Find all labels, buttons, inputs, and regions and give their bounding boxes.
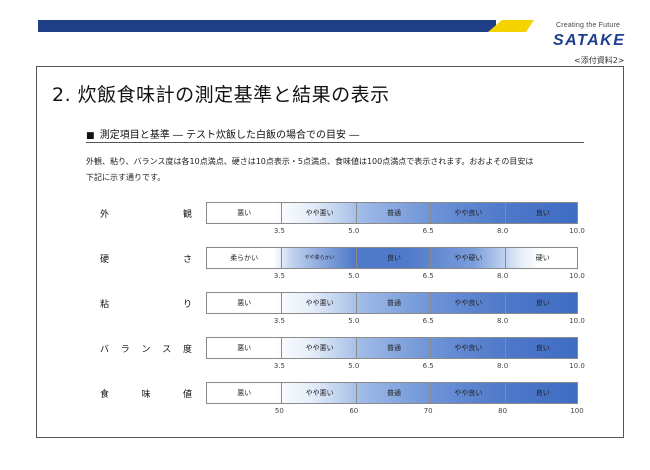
rating-segment: 良い [504,338,580,358]
row-label-char: 度 [182,344,192,355]
rating-segment: やや悪い [281,383,356,403]
scale-tick-label: 10.0 [569,272,585,280]
rating-segment: 悪い [237,209,252,217]
rating-segment: 普通 [355,383,431,403]
scale-tick-label: 5.0 [348,227,360,235]
section-heading: ■ 測定項目と基準 ― テスト炊飯した白飯の場合での目安 ― [86,126,359,141]
rating-segment: 硬い [504,248,580,268]
scale-tick-label: 100 [570,407,584,415]
rating-segment: 普通 [355,203,431,223]
header-yellow-accent [488,20,534,32]
square-bullet-icon: ■ [86,131,95,141]
scale-tick-label: 8.0 [497,272,509,280]
row-label: 硬さ [100,249,192,267]
row-label-char: 値 [182,389,192,400]
row-label-char: 味 [141,389,151,400]
scale-tick-label: 70 [423,407,433,415]
scale-tick-label: 50 [274,407,284,415]
scale-tick-label: 10.0 [569,227,585,235]
row-label: 外観 [100,204,192,222]
section-divider [86,142,584,143]
scale-tick-label: 3.5 [273,317,285,325]
scale-tick-label: 8.0 [497,227,509,235]
section-heading-text: 測定項目と基準 ― テスト炊飯した白飯の場合での目安 ― [99,130,360,141]
scale-tick-label: 3.5 [273,272,285,280]
rating-segment: やや良い [430,203,505,223]
rating-bar: 悪い やや悪い 普通 やや良い 良い [206,292,578,314]
scale-tick-label: 8.0 [497,317,509,325]
scale-tick-label: 5.0 [348,362,360,370]
brand-tagline: Creating the Future [556,22,621,29]
scale-tick-label: 5.0 [348,317,360,325]
rating-segment: 普通 [355,293,431,313]
scale-tick-label: 6.5 [422,272,434,280]
description: 外観、粘り、バランス度は各10点満点、硬さは10点表示・5点満点、食味値は100… [86,154,606,186]
scale-tick-label: 10.0 [569,317,585,325]
header-navy-bar [38,20,496,32]
scale-tick-label: 6.5 [422,317,434,325]
rating-segment: 柔らかい [230,254,259,262]
rating-segment: 悪い [237,299,252,307]
row-label-char: ス [162,344,172,355]
attachment-label: <添付資料2> [574,56,625,65]
scale-tick-label: 3.5 [273,227,285,235]
rating-bar: 悪い やや悪い 普通 やや良い 良い [206,382,578,404]
rating-segment: やや悪い [281,203,356,223]
row-label-char: 粘 [100,299,110,310]
row-label: 粘り [100,294,192,312]
row-label-char: ン [141,344,151,355]
scale-tick-label: 3.5 [273,362,285,370]
content-frame [36,66,624,438]
rating-segment: やや硬い [430,248,505,268]
scale-tick-label: 6.5 [422,362,434,370]
row-label-char: ラ [120,344,130,355]
rating-segment: やや良い [430,383,505,403]
row-label-char: 観 [182,209,192,220]
row-label-char: 硬 [100,254,110,265]
description-line: 外観、粘り、バランス度は各10点満点、硬さは10点表示・5点満点、食味値は100… [86,157,534,166]
scale-tick-label: 6.5 [422,227,434,235]
brand-logo: SATAKE [553,32,626,49]
scale-tick-label: 5.0 [348,272,360,280]
page-title: 2. 炊飯食味計の測定基準と結果の表示 [52,84,390,106]
rating-bar: 悪い やや悪い 普通 やや良い 良い [206,202,578,224]
rating-segment: 良い [355,248,431,268]
rating-segment: 良い [504,383,580,403]
rating-segment: やや良い [430,338,505,358]
scale-tick-label: 60 [349,407,359,415]
row-label-char: バ [100,344,110,355]
rating-bar: 悪い やや悪い 普通 やや良い 良い [206,337,578,359]
description-line: 下記に示す通りです。 [86,173,166,182]
rating-segment: やや良い [430,293,505,313]
rating-segment: やや柔らかい [281,248,356,268]
row-label-char: 食 [100,389,110,400]
scale-tick-label: 8.0 [497,362,509,370]
rating-segment: やや悪い [281,338,356,358]
row-label: 食味値 [100,384,192,402]
rating-bar: 柔らかい やや柔らかい 良い やや硬い 硬い [206,247,578,269]
row-label-char: さ [182,254,192,265]
row-label: バランス度 [100,339,192,357]
rating-segment: 普通 [355,338,431,358]
rating-segment: やや悪い [281,293,356,313]
row-label-char: 外 [100,209,110,220]
scale-tick-label: 10.0 [569,362,585,370]
scale-tick-label: 80 [498,407,508,415]
row-label-char: り [182,299,192,310]
rating-segment: 良い [504,203,580,223]
rating-segment: 良い [504,293,580,313]
rating-segment: 悪い [237,389,252,397]
rating-segment: 悪い [237,344,252,352]
